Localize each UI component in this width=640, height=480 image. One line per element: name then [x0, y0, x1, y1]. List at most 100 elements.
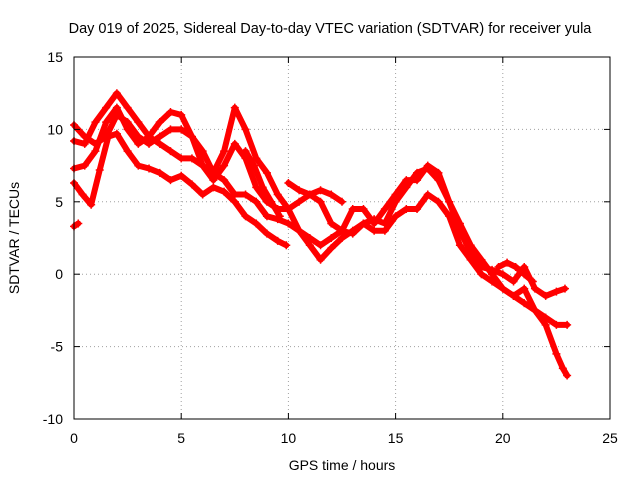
- data-point: [445, 197, 454, 206]
- data-point: [316, 255, 325, 264]
- series-track-7: [284, 178, 346, 206]
- data-point: [252, 219, 261, 228]
- data-point: [511, 262, 520, 271]
- y-tick-label: -10: [43, 411, 63, 427]
- data-point: [316, 186, 325, 195]
- data-point: [520, 262, 529, 271]
- data-point: [91, 118, 100, 127]
- series-track-6: [241, 147, 284, 221]
- data-point: [230, 139, 239, 148]
- data-point: [413, 205, 422, 214]
- data-point: [338, 234, 346, 242]
- data-point: [434, 176, 443, 185]
- data-point: [102, 103, 111, 112]
- data-point: [338, 197, 346, 206]
- data-point: [563, 371, 572, 380]
- data-point: [258, 183, 267, 192]
- data-point: [252, 197, 261, 206]
- data-point: [275, 212, 284, 221]
- data-point: [552, 287, 561, 296]
- data-point: [198, 190, 207, 199]
- data-point: [209, 176, 218, 185]
- data-point: [305, 190, 314, 199]
- data-point: [455, 219, 464, 228]
- data-point: [530, 306, 539, 315]
- data-point: [466, 241, 475, 250]
- y-tick-label: 0: [55, 266, 63, 282]
- data-point: [520, 299, 529, 308]
- data-point: [123, 147, 132, 156]
- data-point: [520, 270, 529, 279]
- data-point: [220, 161, 229, 170]
- data-point: [145, 139, 154, 148]
- data-point: [509, 291, 518, 300]
- data-point: [455, 241, 464, 250]
- data-point: [87, 200, 96, 209]
- data-point: [250, 161, 259, 170]
- data-point: [370, 215, 379, 224]
- data-point: [498, 270, 507, 279]
- data-point: [327, 234, 336, 242]
- data-point: [91, 147, 100, 156]
- data-point: [123, 118, 132, 127]
- data-point: [295, 197, 304, 206]
- data-series: [70, 89, 572, 380]
- data-point: [209, 168, 218, 177]
- data-point: [295, 226, 304, 235]
- data-point: [284, 219, 293, 228]
- data-point: [112, 129, 121, 138]
- data-point: [241, 125, 250, 134]
- data-point: [488, 277, 497, 286]
- data-point: [541, 291, 550, 300]
- data-point: [262, 229, 271, 238]
- data-point: [370, 226, 379, 235]
- y-tick-label: 5: [55, 194, 63, 210]
- data-point: [359, 205, 368, 214]
- y-tick-label: 15: [47, 49, 63, 65]
- data-point: [177, 154, 186, 163]
- data-point: [145, 164, 154, 173]
- data-point: [477, 270, 486, 279]
- data-point: [466, 255, 475, 264]
- data-point: [209, 183, 218, 192]
- data-point: [166, 147, 175, 156]
- data-point: [434, 197, 443, 206]
- data-point: [284, 205, 293, 214]
- data-point: [177, 110, 186, 119]
- data-point: [187, 180, 196, 189]
- data-point: [134, 132, 143, 141]
- data-point: [380, 205, 389, 214]
- data-point: [305, 241, 314, 250]
- data-point: [488, 270, 497, 279]
- data-point: [316, 241, 325, 250]
- plot-frame: [73, 56, 611, 420]
- data-point: [273, 190, 282, 199]
- data-point: [402, 205, 411, 214]
- data-point: [273, 236, 282, 245]
- data-point: [187, 132, 196, 141]
- data-point: [220, 176, 229, 185]
- data-point: [316, 197, 325, 206]
- data-point: [134, 118, 143, 127]
- data-point: [560, 284, 569, 293]
- y-tick-label: -5: [51, 339, 64, 355]
- data-point: [155, 118, 164, 127]
- axis-ticks: 0 5 10 15 20 25 -10 -5 0 5 10 15: [43, 49, 618, 446]
- data-point: [262, 168, 271, 177]
- data-point: [177, 171, 186, 180]
- data-point: [241, 212, 250, 221]
- data-point: [267, 197, 276, 206]
- data-point: [295, 186, 304, 195]
- data-point: [413, 168, 422, 177]
- data-point: [552, 349, 561, 358]
- data-point: [528, 277, 537, 286]
- data-point: [198, 147, 207, 156]
- data-point: [530, 284, 539, 293]
- x-tick-label: 20: [495, 430, 511, 446]
- data-point: [503, 258, 512, 267]
- data-point: [177, 125, 186, 134]
- data-point: [327, 219, 336, 228]
- x-tick-label: 10: [281, 430, 297, 446]
- data-point: [477, 255, 486, 264]
